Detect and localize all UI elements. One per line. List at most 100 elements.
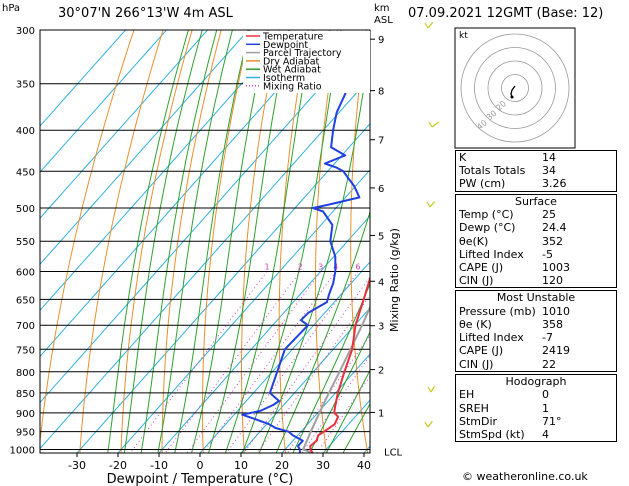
- legend-label: Wet Adiabat: [263, 65, 321, 76]
- hodo-row-label: StmDir: [459, 414, 498, 428]
- wet-adiabat-line: [224, 30, 314, 453]
- datetime-title: 07.09.2021 12GMT (Base: 12): [408, 6, 604, 21]
- parcel-trajectory-line: [302, 305, 370, 453]
- wet-adiabat-line: [207, 30, 290, 453]
- mu-row-label: Lifted Index: [459, 331, 524, 345]
- height-tick-label: 6: [378, 184, 384, 195]
- surface-row-label: CIN (J): [459, 274, 494, 288]
- dry-adiabat-line: [40, 30, 135, 447]
- pw-value: 3.26: [542, 177, 567, 191]
- mu-row-value: 358: [542, 318, 563, 332]
- wet-adiabat-line: [191, 30, 269, 453]
- isotherm-line: [40, 30, 209, 219]
- wind-barb-flag: [424, 22, 429, 29]
- surface-title: Surface: [515, 194, 557, 208]
- pressure-tick-label: 800: [16, 368, 35, 379]
- temperature-tick-label: 10: [234, 459, 248, 472]
- isotherm-line: [240, 307, 370, 453]
- indices-box: K 14 Totals Totals 34 PW (cm) 3.26: [455, 150, 617, 192]
- pressure-tick-label: 350: [16, 80, 35, 91]
- pressure-tick-label: 750: [16, 345, 35, 356]
- wet-adiabat-line: [275, 210, 370, 453]
- surface-row-label: θe(K): [459, 234, 489, 248]
- mixing-ratio-line: [243, 276, 370, 453]
- mu-row-value: 22: [542, 357, 556, 371]
- most-unstable-box: Most Unstable Pressure (mb) 1010 θe (K) 35…: [455, 290, 617, 372]
- wet-adiabat-line: [258, 47, 370, 453]
- pressure-tick-label: 700: [16, 321, 35, 332]
- wind-barb-flag: [427, 386, 432, 393]
- hodo-row-value: 4: [542, 427, 549, 441]
- wind-barb-flag: [428, 121, 433, 128]
- dewpoint-line: [241, 35, 370, 453]
- dry-adiabat-line: [120, 30, 193, 453]
- hodo-row-label: StmSpd (kt): [459, 427, 525, 441]
- height-unit-label: km ASL: [374, 3, 393, 26]
- dry-adiabat-line: [161, 30, 222, 453]
- pressure-tick-label: 550: [16, 237, 35, 248]
- isotherm-line: [40, 30, 250, 265]
- mu-row-value: 1010: [542, 304, 570, 318]
- height-tick-label: 8: [378, 87, 384, 98]
- surface-row-value: -5: [542, 247, 553, 261]
- profile-lines: [241, 35, 370, 453]
- legend-label: Isotherm: [263, 73, 305, 84]
- surface-row-value: 25: [542, 208, 556, 222]
- temperature-tick-label: 0: [197, 459, 204, 472]
- height-tick-label: 3: [378, 322, 384, 333]
- wind-barb: [427, 21, 434, 29]
- legend-label: Temperature: [262, 32, 323, 43]
- surface-row-value: 24.4: [542, 221, 567, 235]
- hodograph-unit-label: kt: [459, 31, 468, 41]
- height-tick-label: 7: [378, 136, 384, 147]
- temperature-tick-label: 40: [357, 459, 371, 472]
- height-tick-label: 5: [378, 231, 384, 242]
- pressure-tick-label: 450: [16, 167, 35, 178]
- surface-row-value: 1003: [542, 260, 570, 274]
- wind-barb: [430, 385, 436, 393]
- height-tick-label: 9: [378, 35, 384, 46]
- pressure-tick-label: 650: [16, 295, 35, 306]
- wet-adiabat-line: [140, 30, 218, 453]
- copyright-footer: © weatheronline.co.uk: [462, 470, 588, 483]
- hodo-row-value: 1: [542, 401, 549, 415]
- hodograph-ring: [474, 47, 556, 129]
- pressure-tick-label: 600: [16, 268, 35, 279]
- hodograph-title: Hodograph: [505, 374, 567, 388]
- pressure-tick-label: 950: [16, 428, 35, 439]
- legend-label: Dewpoint: [263, 40, 308, 51]
- temperature-tick-label: 20: [275, 459, 289, 472]
- wind-barb-flag: [424, 421, 429, 428]
- temperature-tick-label: -20: [109, 459, 127, 472]
- mixing-ratio-label: 6: [355, 263, 360, 272]
- dry-adiabat-line: [625, 0, 629, 467]
- hodograph-ring: [487, 60, 543, 116]
- wet-adiabat-line: [123, 30, 203, 453]
- surface-row-value: 352: [542, 234, 563, 248]
- hodograph-frame: [454, 27, 576, 149]
- mu-row-value: -7: [542, 331, 553, 345]
- indices-panel: K 14 Totals Totals 34 PW (cm) 3.26 Surface …: [455, 150, 617, 444]
- wind-barb: [427, 420, 433, 428]
- location-title: 30°07'N 266°13'W 4m ASL: [58, 6, 233, 21]
- pressure-tick-label: 900: [16, 409, 35, 420]
- legend-label: Parcel Trajectory: [263, 48, 342, 59]
- mixing-ratio-line: [225, 271, 359, 453]
- pw-label: PW (cm): [459, 177, 506, 191]
- wet-adiabat-line: [342, 402, 370, 453]
- wet-adiabat-line: [325, 369, 370, 453]
- mu-row-label: Pressure (mb): [459, 304, 536, 318]
- wet-adiabat-line: [157, 30, 233, 453]
- surface-row-label: Lifted Index: [459, 247, 524, 261]
- wind-barb: [431, 121, 440, 128]
- height-tick-label: 2: [378, 366, 384, 377]
- legend-label: Dry Adiabat: [263, 56, 320, 67]
- mu-row-label: CAPE (J): [459, 344, 504, 358]
- x-axis-label: Dewpoint / Temperature (°C): [107, 472, 294, 486]
- mixing-ratio-line: [129, 271, 268, 453]
- hodograph-trace: [510, 85, 516, 98]
- surface-row-label: CAPE (J): [459, 260, 504, 274]
